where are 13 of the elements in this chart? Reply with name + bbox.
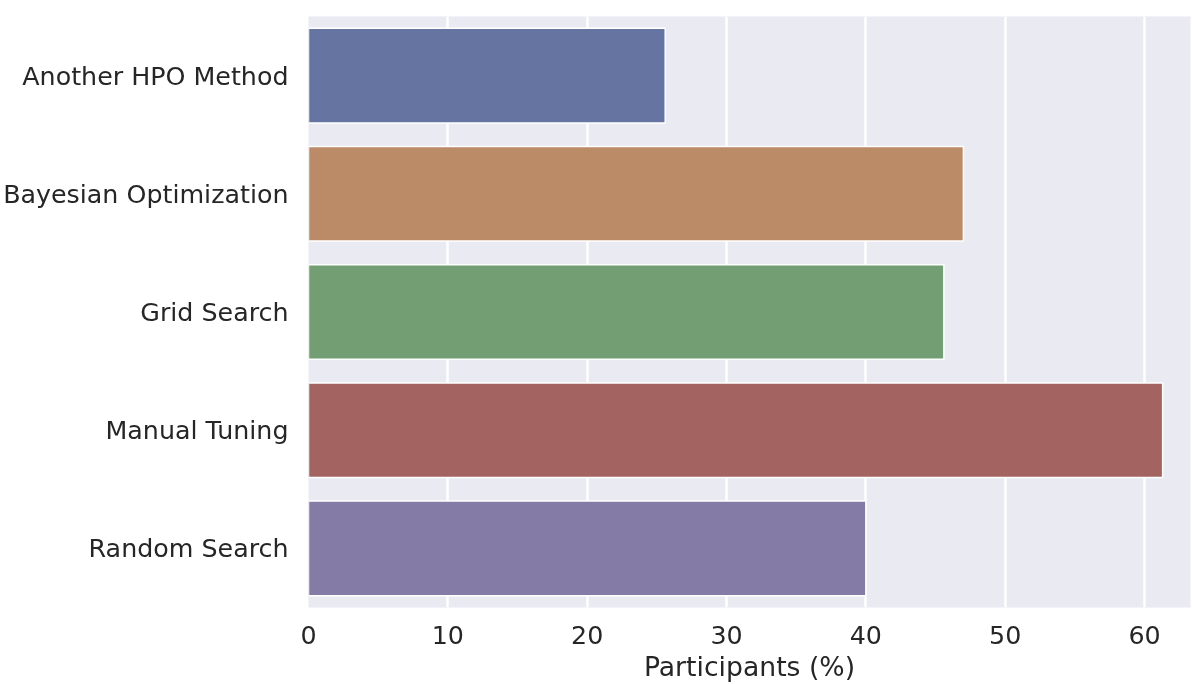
y-tick-label: Random Search [88, 533, 289, 564]
x-tick-label: 0 [300, 619, 317, 650]
x-tick-label: 20 [571, 619, 604, 650]
x-tick-label: 50 [989, 619, 1022, 650]
x-tick-label: 60 [1128, 619, 1161, 650]
x-tick-label: 40 [849, 619, 882, 650]
y-tick-label: Bayesian Optimization [3, 178, 289, 209]
y-tick-label: Grid Search [140, 297, 289, 327]
y-tick-label: Manual Tuning [105, 415, 289, 446]
x-axis-title: Participants (%) [643, 650, 856, 682]
x-tick-label: 10 [431, 619, 464, 650]
y-tick-label: Another HPO Method [22, 60, 289, 91]
x-tick-label: 30 [710, 619, 743, 650]
